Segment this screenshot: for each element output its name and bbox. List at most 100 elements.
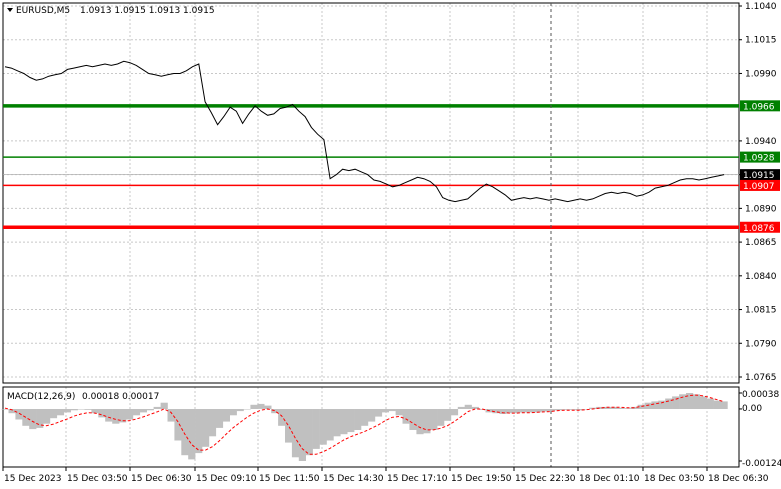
macd-bar: [568, 409, 576, 410]
macd-bar: [340, 409, 348, 435]
macd-bar: [596, 406, 604, 409]
macd-bar: [319, 409, 327, 445]
macd-bar: [658, 400, 666, 409]
macd-bar: [699, 396, 707, 409]
macd-bar: [188, 409, 196, 460]
macd-bar: [706, 398, 714, 409]
macd-bar: [1, 409, 9, 410]
level-tag-label: 1.0907: [743, 182, 775, 192]
macd-bar: [333, 409, 341, 437]
macd-bar: [29, 409, 37, 430]
macd-bar: [575, 409, 583, 411]
macd-bar: [444, 409, 452, 421]
macd-bar: [208, 409, 217, 437]
symbol-timeframe: EURUSD,M5: [16, 6, 70, 16]
level-tag: [740, 221, 780, 233]
macd-bar: [77, 409, 85, 410]
macd-bar: [527, 409, 535, 413]
macd-bar: [139, 409, 147, 413]
macd-tick: -0.00124: [742, 459, 781, 469]
macd-bar: [381, 409, 389, 413]
macd-bar: [91, 409, 99, 414]
price-grid: [3, 3, 739, 383]
y-tick-label: 1.0865: [745, 238, 777, 248]
symbol-dropdown-icon[interactable]: [7, 8, 13, 12]
macd-bar: [713, 400, 721, 409]
level-tag-label: 1.0966: [743, 102, 775, 112]
macd-bar: [354, 409, 362, 430]
macd-bar: [402, 409, 410, 424]
macd-bar: [43, 409, 51, 424]
macd-bar: [686, 393, 694, 409]
macd-bar: [132, 409, 141, 416]
macd-bar: [450, 409, 459, 416]
macd-bar: [264, 405, 272, 409]
macd-bar: [554, 409, 562, 411]
level-tag: [740, 179, 780, 191]
x-tick-label: 15 Dec 06:30: [131, 474, 192, 484]
macd-bar: [651, 401, 659, 409]
macd-bar: [236, 409, 244, 412]
price-axis: 1.1040 1.1015 1.0990 1.0940 1.0915 1.0890 1.08…: [739, 2, 777, 383]
level-tag-label: 1.0876: [743, 224, 775, 234]
macd-bar: [464, 404, 472, 409]
macd-bar: [181, 409, 189, 456]
y-tick-label: 1.0765: [745, 373, 777, 383]
x-tick-label: 15 Dec 2023: [4, 474, 62, 484]
macd-bar: [167, 409, 175, 422]
macd-bar: [250, 404, 258, 409]
macd-bar: [679, 394, 687, 409]
macd-bar: [388, 409, 396, 412]
macd-bar: [347, 409, 355, 433]
y-tick-label: 1.0815: [745, 306, 777, 316]
macd-bar: [146, 409, 154, 411]
x-tick-label: 15 Dec 14:30: [323, 474, 384, 484]
macd-bar: [589, 407, 597, 409]
macd-bar: [285, 409, 293, 443]
macd-bar: [492, 409, 500, 414]
macd-bar: [368, 409, 376, 422]
macd-bar: [540, 409, 548, 412]
macd-bar: [195, 409, 203, 454]
macd-bar: [215, 409, 224, 428]
macd-bar: [609, 406, 618, 409]
macd-bar: [616, 407, 624, 409]
macd-bar: [326, 409, 334, 441]
macd-histogram: [1, 393, 728, 461]
macd-bar: [547, 409, 555, 412]
y-tick-label: 1.0940: [745, 137, 777, 147]
macd-bar: [423, 409, 431, 434]
level-tag: [740, 100, 780, 112]
macd-bar: [15, 409, 23, 420]
x-tick-label: 15 Dec 03:50: [67, 474, 128, 484]
macd-bar: [112, 409, 120, 424]
macd-bar: [361, 409, 369, 426]
macd-bar: [312, 409, 320, 449]
price-levels: [3, 104, 739, 230]
y-tick-label: 1.1040: [745, 2, 777, 12]
macd-bar: [202, 409, 210, 447]
x-tick-label: 15 Dec 09:10: [196, 474, 257, 484]
macd-bar: [222, 409, 230, 422]
macd-bar: [174, 409, 182, 441]
macd-bar: [126, 409, 134, 420]
macd-bar: [56, 409, 65, 416]
x-tick-label: 18 Dec 06:30: [708, 474, 769, 484]
level-tag: [740, 169, 780, 181]
macd-bar: [561, 409, 569, 410]
macd-bar: [533, 409, 542, 413]
y-tick-label: 1.0790: [745, 339, 777, 349]
macd-bar: [243, 409, 251, 410]
macd-bar: [63, 409, 71, 413]
level-tag: [740, 151, 780, 163]
macd-bar: [105, 409, 113, 422]
macd-bar: [623, 408, 631, 409]
macd-tick: 0.00038: [742, 390, 779, 400]
macd-bar: [8, 409, 16, 414]
macd-bar: [84, 409, 92, 410]
y-tick-label: 1.1015: [745, 36, 777, 46]
x-tick-label: 15 Dec 22:30: [515, 474, 576, 484]
macd-values: 0.00018 0.00017: [82, 392, 159, 402]
